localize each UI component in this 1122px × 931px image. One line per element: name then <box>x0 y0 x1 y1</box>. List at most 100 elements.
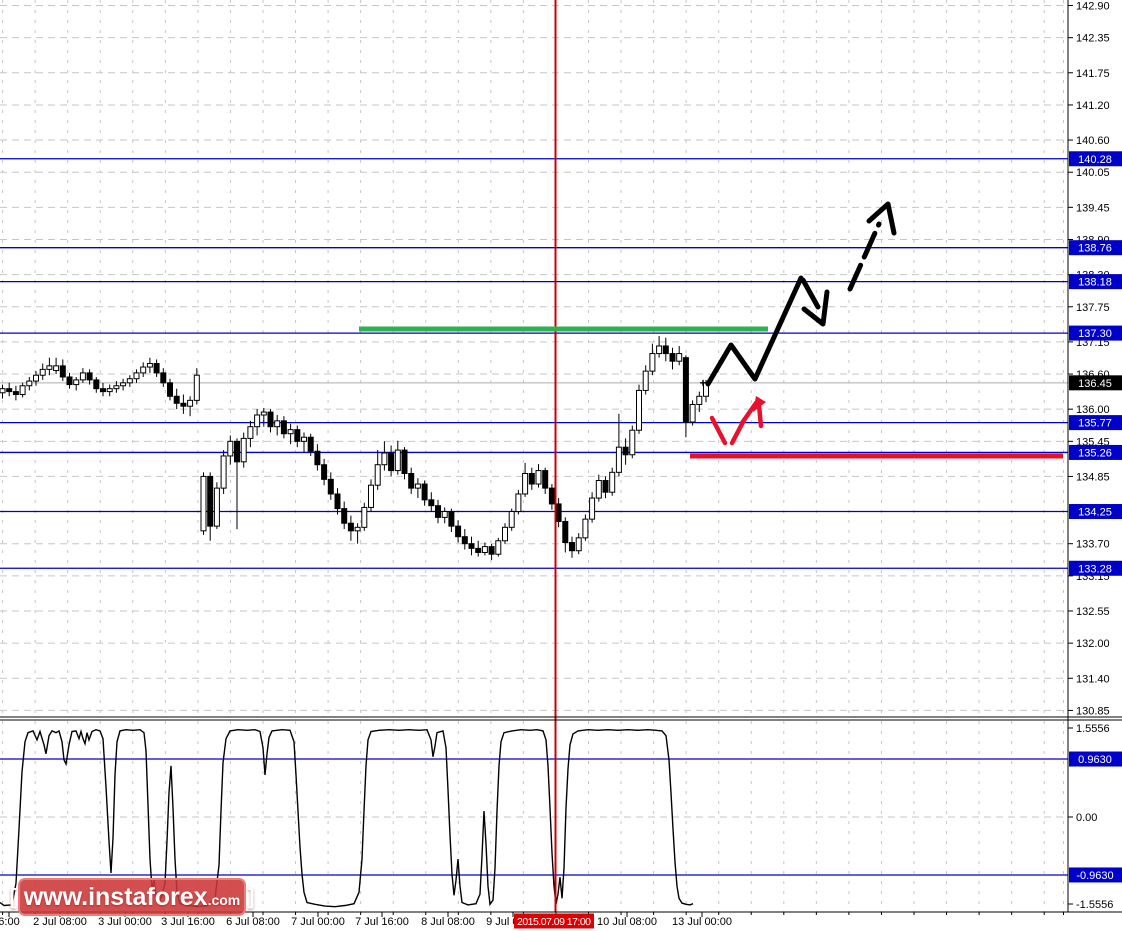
candle-body <box>689 403 696 423</box>
candle-body <box>414 483 421 489</box>
candle-body <box>347 522 354 532</box>
candle-body <box>615 446 622 473</box>
level-price-badge-bg <box>1069 560 1122 576</box>
red-projection-stroke <box>729 419 746 446</box>
price-tick-label: 142.90 <box>1076 1 1110 13</box>
candle-body <box>280 420 287 435</box>
candle-body <box>488 546 495 555</box>
candle-body <box>421 483 428 501</box>
candle-body <box>448 511 455 527</box>
candle-body <box>180 402 187 407</box>
candle-body <box>408 473 415 489</box>
candle-body <box>481 546 488 553</box>
candle-body <box>307 436 314 452</box>
black-projection-pullback <box>800 277 821 310</box>
candle-body <box>629 429 636 456</box>
oscillator-tick-label: 1.5556 <box>1076 723 1110 735</box>
candle-body <box>301 436 307 442</box>
price-tick-label: 142.35 <box>1076 33 1110 45</box>
candle-body <box>589 497 596 520</box>
candle-body <box>455 525 462 538</box>
time-label: 8 Jul 08:00 <box>421 916 475 928</box>
price-tick-label: 132.00 <box>1076 638 1110 650</box>
candle-body <box>46 365 53 370</box>
candle-body <box>167 382 173 397</box>
price-tick-label: 136.00 <box>1076 404 1110 416</box>
candle-body <box>327 478 334 495</box>
price-tick-label: 140.05 <box>1076 167 1110 179</box>
candle-body <box>207 475 214 527</box>
candle-body <box>86 372 93 381</box>
candle-body <box>200 475 207 532</box>
candle-body <box>595 480 602 499</box>
oscillator-level-badge: 0.9630 <box>1078 754 1112 766</box>
candle-body <box>582 518 589 539</box>
candle-body <box>656 345 663 355</box>
candle-body <box>642 370 649 391</box>
candle-body <box>669 353 676 362</box>
candle-body <box>153 363 160 374</box>
oscillator-line <box>0 728 694 908</box>
candle-body <box>213 487 220 527</box>
candle-body <box>321 464 328 480</box>
current-price-badge-bg <box>1069 375 1122 391</box>
candle-body <box>334 493 341 510</box>
oscillator-tick-label: 0.00 <box>1076 812 1097 824</box>
level-price-badge: 137.30 <box>1078 328 1112 340</box>
candle-body <box>126 378 133 384</box>
candle-body <box>468 543 475 549</box>
candle-body <box>66 376 73 386</box>
candle-body <box>609 471 616 493</box>
watermark-right-bracket: ] <box>247 884 255 909</box>
time-label: 2 Jul 08:00 <box>33 916 87 928</box>
candle-body <box>254 414 261 428</box>
candle-body <box>354 526 361 532</box>
time-label: 6 Jul 08:00 <box>226 916 280 928</box>
candle-body <box>569 542 575 552</box>
candle-body <box>133 372 140 380</box>
level-price-badge-bg <box>1069 240 1122 256</box>
black-dashed-arrow-shaft <box>847 221 882 292</box>
candle-body <box>535 470 542 485</box>
price-tick-label: 132.55 <box>1076 606 1110 618</box>
level-price-badge-bg <box>1069 151 1122 167</box>
current-price-badge: 136.45 <box>1078 378 1112 390</box>
instaforex-watermark: [ www.instaforex .com ] <box>9 878 255 916</box>
candle-body <box>475 547 482 553</box>
candle-body <box>247 426 254 439</box>
candle-body <box>622 446 629 456</box>
candle-body <box>388 452 395 472</box>
candle-body <box>649 353 656 372</box>
price-tick-label: 140.60 <box>1076 135 1110 147</box>
black-arrowhead <box>866 201 897 236</box>
level-price-badge: 135.26 <box>1078 447 1112 459</box>
candle-body <box>522 473 529 495</box>
candle-body <box>0 388 6 394</box>
candle-body <box>314 450 321 466</box>
candle-body <box>548 487 555 505</box>
candle-body <box>495 540 502 555</box>
time-label: 13 Jul 00:00 <box>672 916 732 928</box>
level-price-badge: 134.25 <box>1078 507 1112 519</box>
candle-body <box>12 391 19 396</box>
level-price-badge: 133.28 <box>1078 563 1112 575</box>
watermark-tld-text: .com <box>207 892 241 908</box>
candle-body <box>662 345 669 355</box>
candle-body <box>193 374 200 401</box>
watermark-domain-text: www.instaforex <box>23 882 208 911</box>
candle-body <box>220 455 227 489</box>
level-price-badge: 140.28 <box>1078 154 1112 166</box>
candle-body <box>120 382 127 387</box>
price-tick-label: 131.40 <box>1076 673 1110 685</box>
candle-body <box>39 368 46 376</box>
candle-body <box>93 379 100 390</box>
level-price-badge-bg <box>1069 325 1122 341</box>
candle-body <box>575 537 582 552</box>
highlight-time-badge-bg <box>514 913 594 929</box>
candle-body <box>240 437 247 463</box>
price-tick-label: 133.70 <box>1076 539 1110 551</box>
level-price-badge-bg <box>1069 504 1122 520</box>
candle-body <box>696 395 703 405</box>
